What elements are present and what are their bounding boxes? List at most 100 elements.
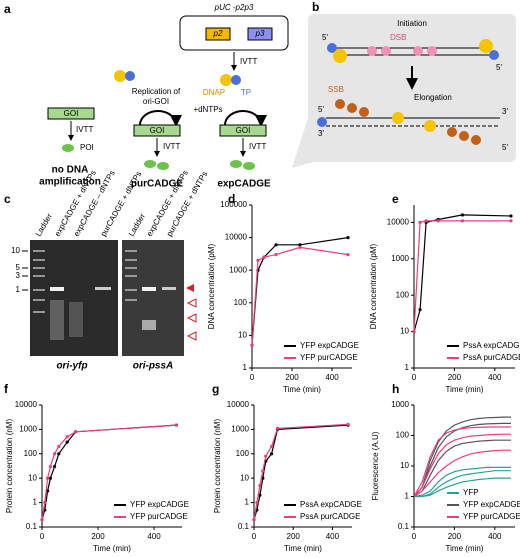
y-tick-label: 100 (236, 449, 250, 458)
protein (62, 144, 74, 152)
panel-c: c ori-yfp ori-pssA (4, 192, 197, 372)
x-tick-label: 0 (252, 532, 257, 541)
legend-label: YFP purCADGE (300, 353, 358, 362)
y-tick-label: 1 (33, 498, 38, 507)
size-label: 1 (16, 285, 21, 294)
ssb (471, 135, 481, 145)
y-tick-label: 1 (405, 363, 410, 372)
gene-label: p3 (255, 29, 265, 38)
data-point (509, 219, 513, 223)
size-label: 3 (16, 271, 21, 280)
y-tick-label: 1 (405, 492, 410, 501)
panel-letter: f (4, 382, 9, 396)
y-tick-label: 10000 (225, 233, 248, 242)
goi (133, 124, 181, 137)
y-tick-label: 10 (238, 331, 247, 340)
ivtt-label: IVTT (163, 142, 180, 151)
end-label: 3' (318, 129, 324, 138)
y-tick-label: 1000 (229, 265, 247, 274)
goi-label: GOI (64, 109, 79, 118)
protein (144, 160, 156, 168)
legend-label: YFP purCADGE (130, 512, 188, 521)
cycle-arrow (224, 110, 267, 127)
end-label: 5' (502, 143, 508, 152)
x-tick-label: 0 (412, 532, 417, 541)
panel-letter: c (4, 192, 11, 206)
condition-label: amplification (39, 177, 101, 188)
data-point (418, 308, 422, 312)
data-point (275, 426, 280, 430)
y-axis-label: Fluorescence (A.U) (371, 431, 380, 500)
y-axis-label: Protein concentration (nM) (213, 419, 222, 514)
gene-p3 (247, 27, 273, 41)
data-point (65, 440, 69, 444)
condition-label: no DNA (52, 165, 89, 176)
y-tick-label: 10 (240, 473, 249, 482)
data-point (48, 464, 53, 469)
legend-label: PssA purCADGE (300, 512, 360, 521)
end-label: 3' (502, 107, 508, 116)
goi-label: GOI (236, 126, 251, 135)
data-point (274, 253, 278, 257)
x-tick-label: 400 (325, 373, 339, 382)
ssb (347, 103, 357, 113)
dnap (333, 49, 347, 63)
y-tick-label: 0.1 (398, 522, 410, 531)
data-point (261, 469, 265, 473)
y-tick-label: 0.1 (238, 522, 250, 531)
end-label: 5' (322, 33, 328, 42)
data-point (53, 464, 57, 469)
dsb-label: DSB (390, 33, 406, 42)
data-point (509, 214, 513, 218)
data-point (298, 245, 302, 250)
y-axis-label: DNA concentration (pM) (207, 243, 216, 329)
series-line (251, 246, 349, 346)
data-point (346, 422, 350, 427)
ssb (447, 127, 457, 137)
data-point (255, 501, 259, 505)
data-point (262, 255, 266, 259)
data-point (274, 243, 278, 247)
poi-label: POI (80, 143, 94, 152)
y-tick-label: 100 (24, 449, 38, 458)
legend-label: YFP expCADGE (130, 500, 189, 509)
dsb (413, 46, 423, 56)
ssb (459, 131, 469, 141)
ivtt-label: IVTT (76, 125, 93, 134)
series-line (413, 416, 511, 497)
stage-label: Initiation (397, 19, 427, 28)
lane-label: Ladder (34, 212, 54, 238)
data-point (412, 329, 416, 334)
data-point (46, 476, 50, 480)
series-line (413, 466, 511, 498)
dnap (479, 39, 493, 53)
dnap (392, 112, 404, 124)
x-tick-label: 400 (326, 532, 340, 541)
data-point (424, 219, 428, 223)
panel-letter: e (392, 192, 399, 206)
replication-label: Replication of (132, 87, 181, 96)
series-line (251, 237, 349, 346)
data-point (270, 444, 274, 449)
legend-label: YFP expCADGE (463, 500, 520, 509)
protein (230, 160, 242, 168)
y-tick-label: 0.1 (26, 522, 38, 531)
y-tick-label: 1000 (391, 254, 409, 263)
data-point (460, 213, 465, 217)
y-tick-label: 100000 (220, 200, 247, 209)
protein (157, 162, 169, 170)
cycle-arrow (139, 110, 182, 127)
x-tick-label: 200 (91, 532, 105, 541)
y-tick-label: 1 (245, 498, 250, 507)
y-tick-label: 100 (396, 431, 410, 440)
panel-b: b Initiation DSB 5' 5' Elongation SSB 3'… (292, 0, 516, 168)
size-label: 10 (11, 246, 20, 255)
y-tick-label: 1000 (19, 425, 37, 434)
ivtt-label: IVTT (249, 142, 266, 151)
x-axis-label: Time (min) (446, 544, 484, 553)
x-tick-label: 200 (448, 373, 462, 382)
stage-label: Elongation (414, 93, 452, 102)
y-tick-label: 100 (234, 298, 248, 307)
legend-label: PssA expCADGE (463, 341, 520, 350)
